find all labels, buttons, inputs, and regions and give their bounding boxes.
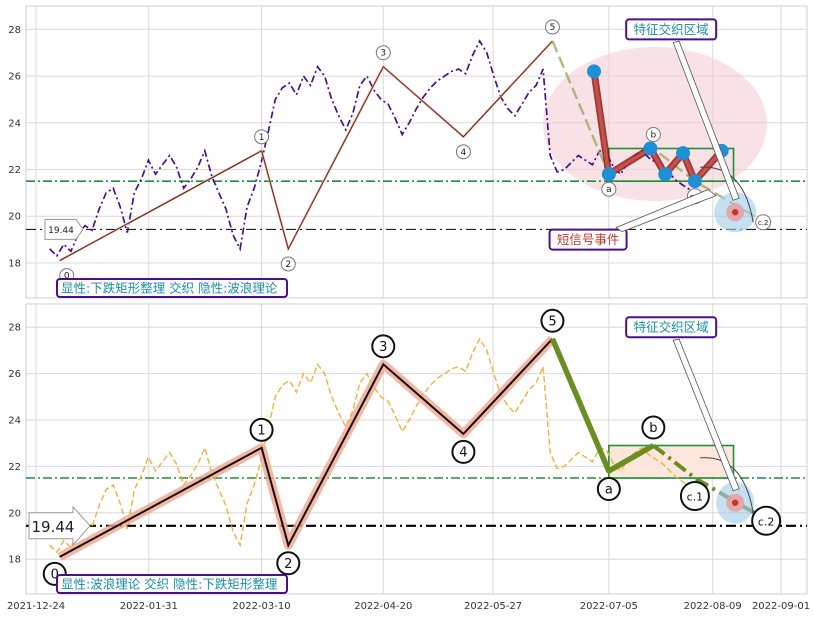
wave-label-circle	[755, 214, 772, 231]
interleave-arrow	[672, 338, 740, 492]
signal-point	[676, 146, 691, 161]
y-tick-label: 22	[8, 165, 21, 176]
y-tick-label: 26	[8, 72, 21, 83]
wave-label: a	[605, 483, 613, 498]
wave-label-circle	[249, 417, 274, 442]
signal-point	[601, 167, 616, 182]
interleave-arrow	[672, 40, 740, 201]
y-tick-label: 28	[8, 323, 21, 334]
wave-label: 5	[548, 314, 556, 329]
price-line	[49, 39, 692, 258]
target-arrow	[700, 166, 754, 223]
correction-line	[549, 337, 655, 474]
plot-frame	[25, 5, 808, 299]
x-tick-label: 2022-08-09	[684, 601, 742, 612]
interleave-annotation: 特征交织区域	[634, 22, 709, 37]
wave-label-circle	[751, 505, 782, 536]
wave-label: 3	[379, 340, 387, 355]
wave-label: 2	[284, 557, 292, 572]
signal-arrow	[615, 189, 717, 233]
x-tick-label: 2021-12-24	[7, 601, 65, 612]
target-point	[731, 209, 739, 216]
price-level-label: 19.44	[48, 226, 74, 236]
x-tick-label: 2022-05-27	[464, 601, 522, 612]
signal-point	[658, 167, 673, 182]
wave-label: 1	[259, 133, 265, 143]
wave-label: b	[651, 130, 657, 140]
plot-frame	[25, 303, 808, 595]
y-tick-label: 22	[8, 462, 21, 473]
panel-label: 显性:下跌矩形整理 交织 隐性:波浪理论	[61, 281, 278, 296]
wave-label-circle	[596, 477, 621, 502]
target-arrow	[700, 457, 754, 513]
wave-label-circle	[280, 256, 296, 272]
wave-label: 4	[461, 148, 467, 158]
signal-point	[643, 141, 658, 156]
wave-label: 3	[380, 49, 386, 59]
interleave-annotation-box	[625, 316, 718, 339]
signal-annotation: 短信号事件	[557, 232, 620, 247]
bottom-panel: 18 20 22 24 26 28 0 1 2 3 4 5 a b c.1 c.2 19.44 特征交织区域显性:…	[8, 303, 808, 595]
wave-label: 1	[257, 423, 265, 438]
x-tick-label: 2022-09-01	[752, 601, 810, 612]
wave-label: 0	[64, 272, 70, 282]
target-point	[731, 499, 739, 506]
wave-label-circle	[544, 19, 560, 35]
y-tick-label: 18	[8, 258, 21, 269]
panel-label-box	[56, 278, 288, 298]
panel-label-box	[56, 574, 288, 594]
price-level-callout	[44, 218, 84, 240]
wave-label-circle	[276, 551, 301, 576]
signal-point	[687, 174, 702, 189]
y-tick-label: 24	[8, 416, 21, 427]
wave-label-circle	[451, 439, 476, 464]
wave-label: 2	[285, 260, 291, 270]
wave-label-circle	[679, 481, 710, 511]
x-tick-label: 2022-01-31	[120, 601, 178, 612]
panel-label: 显性:波浪理论 交织 隐性:下跌矩形整理	[61, 577, 278, 592]
y-tick-label: 20	[8, 212, 21, 223]
wave-label-circle	[375, 45, 391, 61]
signal-annotation-box	[548, 228, 628, 251]
x-axis: 2021-12-24 2022-01-31 2022-03-10 2022-04-20…	[7, 601, 810, 612]
wave-label: c.2	[758, 219, 769, 227]
wave-label-circle	[455, 144, 471, 160]
wave-label: 0	[51, 567, 59, 582]
x-tick-label: 2022-07-05	[580, 601, 638, 612]
wave-label: 5	[550, 23, 556, 33]
wave-label: c.2	[758, 515, 775, 528]
wave-label-circle	[371, 334, 396, 359]
x-tick-label: 2022-04-20	[354, 601, 412, 612]
y-tick-label: 26	[8, 369, 21, 380]
y-tick-label: 20	[8, 508, 21, 519]
signal-point	[587, 64, 602, 79]
wave-label-circle	[645, 126, 661, 142]
y-tick-label: 24	[8, 118, 21, 129]
wave-label-circle	[601, 181, 617, 197]
wave-label: 4	[459, 445, 467, 460]
interleave-annotation: 特征交织区域	[634, 320, 709, 335]
y-tick-label: 28	[8, 25, 21, 36]
wave-label: a	[606, 185, 612, 195]
wave-label: b	[649, 421, 657, 436]
wave-line	[59, 40, 553, 261]
x-tick-label: 2022-03-10	[233, 601, 291, 612]
y-tick-label: 18	[8, 555, 21, 566]
top-panel: 182022242628012345abc.1c.219.44特征交织区域短信号…	[8, 5, 808, 299]
wave-label-circle	[641, 415, 666, 440]
wave-label-circle	[540, 308, 565, 333]
wave-line	[59, 338, 554, 558]
price-level-callout	[28, 505, 91, 547]
wave-label-circle	[254, 129, 270, 145]
price-level-label: 19.44	[32, 518, 75, 536]
wave-label: c.1	[687, 491, 704, 504]
interleave-annotation-box	[625, 18, 718, 41]
